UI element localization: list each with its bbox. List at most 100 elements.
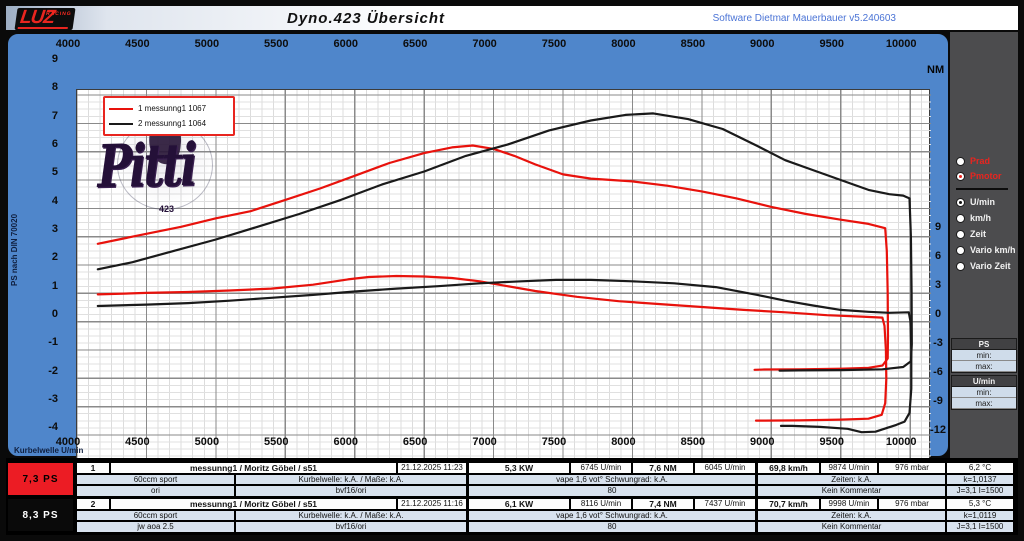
radio-label: Vario km/h	[970, 245, 1016, 255]
range-box-u-min: U/min min: max:	[951, 375, 1017, 410]
plot-area[interactable]: Pitti 423 1 messunng1 1067 2 messunng1 10…	[76, 89, 931, 467]
result-2-kw: 6,1 KW	[467, 498, 570, 510]
window-title: Dyno.423 Übersicht	[286, 10, 446, 27]
x-axis-title: Kurbelwelle U/min	[14, 446, 84, 455]
x-tick-bottom: 9000	[750, 436, 775, 448]
radio-circle-icon[interactable]	[956, 171, 965, 181]
x-tick-bottom: 10000	[885, 436, 917, 448]
radio-circle-icon[interactable]	[956, 197, 965, 207]
y-tick-right-nm: 6	[934, 249, 942, 262]
y-tick-left-ps: -3	[48, 392, 58, 405]
result-2-kurbelwelle: Kurbelwelle: k.A. / Maße: k.A.	[235, 509, 467, 522]
legend-item: 2 messunng1 1064	[109, 116, 229, 131]
y-tick-right-nm: 0	[934, 308, 942, 320]
radio-prad[interactable]: Prad	[956, 154, 990, 168]
radio-label: Vario Zeit	[970, 261, 1011, 271]
y-tick-right-nm: 9	[934, 220, 942, 233]
radio-circle-icon[interactable]	[956, 229, 965, 239]
radio-circle-icon[interactable]	[956, 156, 965, 166]
result-1-k: k=1,0137	[946, 473, 1014, 486]
radio-selected-dot	[959, 174, 962, 178]
result-2-num[interactable]: 2	[76, 498, 110, 510]
result-2-ps-max-cell[interactable]: 8,3 PS	[7, 498, 74, 532]
y-tick-right-nm: -6	[933, 366, 943, 379]
result-2-comment: Kein Kommentar	[756, 521, 946, 533]
radio-vario-km-h[interactable]: Vario km/h	[956, 243, 1016, 257]
y-tick-right-nm: -12	[930, 424, 946, 437]
side-panel: Prad Pmotor U/min km/h Zeit Vario km/h Vario Z…	[950, 32, 1018, 458]
result-1-mbar: 976 mbar	[878, 462, 946, 474]
side-panel-separator	[956, 188, 1008, 190]
result-1-temp: 6,2 °C	[946, 462, 1014, 474]
x-tick-bottom: 8000	[611, 436, 636, 448]
result-2-kmh: 70,7 km/h	[756, 498, 820, 510]
radio-circle-icon[interactable]	[956, 245, 965, 255]
result-1-rpm-end: 9874 U/min	[820, 462, 878, 474]
range-field-min[interactable]: min:	[952, 350, 1016, 361]
result-2-vape: vape 1,6 vot° Schwungrad: k.A.	[467, 509, 756, 522]
result-1-name[interactable]: messunng1 / Moritz Göbel / s51	[110, 462, 397, 474]
radio-vario-zeit[interactable]: Vario Zeit	[956, 259, 1011, 273]
y-tick-left-ps: 1	[51, 279, 58, 292]
result-1-comment: Kein Kommentar	[756, 485, 946, 497]
y-tick-left-ps: -4	[48, 421, 58, 434]
range-field-max[interactable]: max:	[952, 398, 1016, 409]
legend: 1 messunng1 1067 2 messunng1 1064	[103, 96, 235, 136]
result-1-team: 60ccm sport	[76, 473, 235, 486]
range-field-max[interactable]: max:	[952, 361, 1016, 372]
result-1-date: 21.12.2025 11:23	[397, 462, 467, 474]
x-tick-top: 6500	[402, 38, 428, 50]
x-tick-top: 8000	[611, 38, 636, 50]
x-tick-bottom: 5000	[194, 436, 220, 448]
logo-subtext: RACING	[45, 11, 73, 17]
radio-km-h[interactable]: km/h	[956, 211, 991, 225]
legend-item: 1 messunng1 1067	[109, 101, 229, 116]
y-tick-right-nm: 3	[934, 278, 942, 291]
legend-label: 1 messunng1 1067	[138, 104, 207, 113]
result-1-kurbelwelle: Kurbelwelle: k.A. / Maße: k.A.	[235, 473, 467, 486]
y-tick-left-ps: 4	[51, 194, 58, 207]
radio-label: Prad	[970, 156, 991, 166]
radio-label: km/h	[970, 213, 992, 223]
x-tick-top: 8500	[680, 38, 706, 50]
legend-label: 2 messunng1 1064	[138, 119, 207, 128]
result-2-nm: 7,4 NM	[632, 498, 694, 510]
radio-label: Zeit	[970, 229, 987, 239]
x-tick-top: 10000	[885, 38, 917, 50]
result-2-name[interactable]: messunng1 / Moritz Göbel / s51	[110, 498, 397, 510]
result-1-tune: ori	[76, 485, 235, 497]
radio-label: U/min	[970, 197, 996, 207]
radio-pmotor[interactable]: Pmotor	[956, 169, 1002, 183]
radio-circle-icon[interactable]	[956, 213, 965, 223]
result-1-kw: 5,3 KW	[467, 462, 570, 474]
x-tick-bottom: 6500	[402, 436, 428, 448]
result-2-team: 60ccm sport	[76, 509, 235, 522]
radio-circle-icon[interactable]	[956, 261, 965, 271]
x-tick-bottom: 4500	[125, 436, 150, 448]
result-1-kmh: 69,8 km/h	[756, 462, 820, 474]
x-tick-top: 5500	[264, 38, 289, 50]
result-1-vape: vape 1,6 vot° Schwungrad: k.A.	[467, 473, 756, 486]
result-1-gear: 80	[467, 485, 756, 497]
y-tick-left-ps: -1	[48, 336, 58, 349]
result-1-num[interactable]: 1	[76, 462, 110, 474]
result-2-temp: 5,3 °C	[946, 498, 1014, 510]
x-tick-top: 9000	[750, 38, 775, 50]
result-1-j: J=3,1 I=1500	[946, 485, 1014, 497]
range-field-min[interactable]: min:	[952, 387, 1016, 398]
result-1-nm: 7,6 NM	[632, 462, 694, 474]
result-1-ps-max-cell[interactable]: 7,3 PS	[7, 462, 74, 496]
dyno-curves-svg	[77, 90, 931, 467]
left-axis-title: PS nach DIN 70020	[10, 213, 19, 287]
x-tick-bottom: 7000	[472, 436, 497, 448]
result-2-gear: 80	[467, 521, 756, 533]
result-2-rpm-nm: 7437 U/min	[694, 498, 756, 510]
x-tick-top: 5000	[194, 38, 220, 50]
legend-line-swatch	[109, 107, 133, 110]
y-tick-left-ps: -2	[48, 364, 58, 377]
radio-zeit[interactable]: Zeit	[956, 227, 986, 241]
x-tick-bottom: 6000	[333, 436, 358, 448]
radio-u-min[interactable]: U/min	[956, 195, 995, 209]
curve-torque-black	[96, 278, 913, 434]
